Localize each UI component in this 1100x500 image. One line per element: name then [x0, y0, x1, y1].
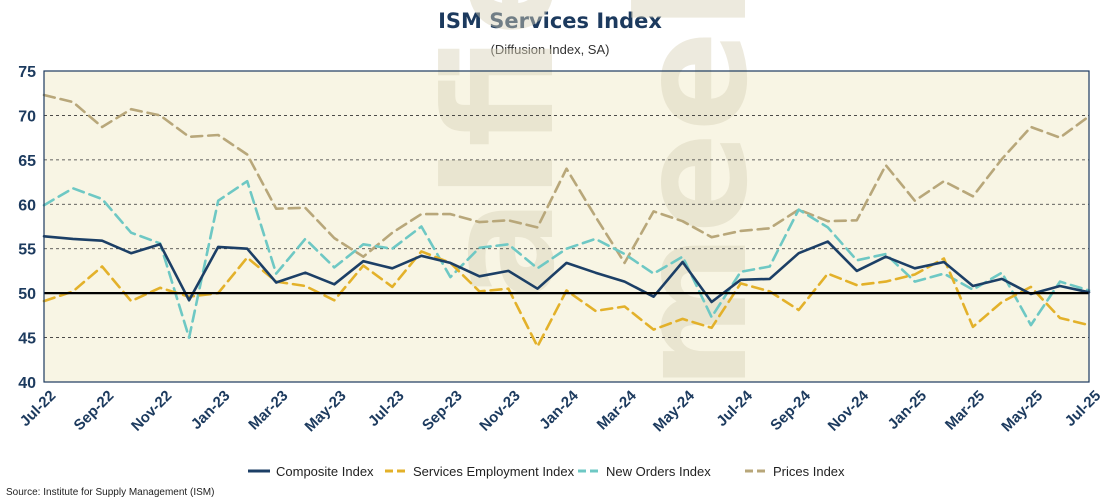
- x-tick-label: May-24: [650, 387, 698, 435]
- x-tick-label: Sep-24: [767, 387, 814, 434]
- watermark-text: meek: [607, 0, 781, 390]
- y-tick-label: 75: [18, 64, 36, 81]
- legend-item: Services Employment Index: [385, 464, 575, 479]
- x-tick-label: Mar-25: [942, 387, 988, 433]
- x-tick-label: Jul-25: [1062, 387, 1100, 430]
- x-tick-label: Mar-23: [245, 387, 291, 433]
- x-tick-label: Sep-22: [71, 387, 118, 434]
- x-tick-label: Jan-25: [885, 387, 931, 433]
- chart-subtitle: (Diffusion Index, SA): [491, 42, 610, 57]
- legend-label: Prices Index: [773, 464, 845, 479]
- x-tick-label: Jul-22: [17, 387, 60, 430]
- x-tick-label: Nov-22: [128, 387, 175, 434]
- x-axis: Jul-22 Sep-22 Nov-22 Jan-23 Mar-23 May-23 Jul-…: [17, 387, 1100, 435]
- x-tick-label: Jan-23: [188, 387, 234, 433]
- y-tick-label: 70: [18, 108, 36, 125]
- series-line-prices-index: [42, 93, 1091, 265]
- plot-area: [44, 71, 1089, 382]
- y-tick-label: 60: [18, 197, 36, 214]
- legend-label: Services Employment Index: [413, 464, 575, 479]
- x-tick-label: Jul-24: [713, 387, 756, 430]
- legend-label: New Orders Index: [606, 464, 711, 479]
- legend-item: Prices Index: [745, 464, 845, 479]
- x-tick-label: Jul-23: [365, 387, 408, 430]
- x-tick-label: Mar-24: [594, 387, 641, 434]
- x-tick-label: May-23: [302, 387, 350, 435]
- y-tick-label: 45: [18, 331, 36, 348]
- legend-item: Composite Index: [248, 464, 374, 479]
- x-tick-label: Nov-24: [825, 387, 873, 435]
- x-tick-label: May-25: [998, 387, 1046, 435]
- legend-item: New Orders Index: [578, 464, 711, 479]
- plot-frame: [43, 70, 1090, 383]
- x-tick-label: Jan-24: [536, 387, 582, 433]
- legend: Composite Index Services Employment Index…: [248, 464, 845, 479]
- series-line-composite-index: [42, 235, 1091, 304]
- watermark: alfie meek: [414, 0, 781, 390]
- chart-title: ISM Services Index: [438, 9, 662, 33]
- series-line-new-orders-index: [42, 179, 1091, 339]
- source-note: Source: Institute for Supply Management …: [6, 487, 214, 498]
- x-tick-label: Nov-23: [476, 387, 523, 434]
- legend-label: Composite Index: [276, 464, 374, 479]
- y-tick-label: 50: [18, 286, 36, 303]
- y-tick-label: 65: [18, 153, 36, 170]
- y-tick-label: 55: [18, 242, 36, 259]
- y-tick-label: 40: [18, 375, 36, 392]
- x-tick-label: Sep-23: [419, 387, 466, 434]
- reference-layer: [43, 70, 1090, 383]
- watermark-text: alfie: [414, 0, 588, 300]
- y-axis: 40 45 50 55 60 65 70 75: [18, 64, 36, 392]
